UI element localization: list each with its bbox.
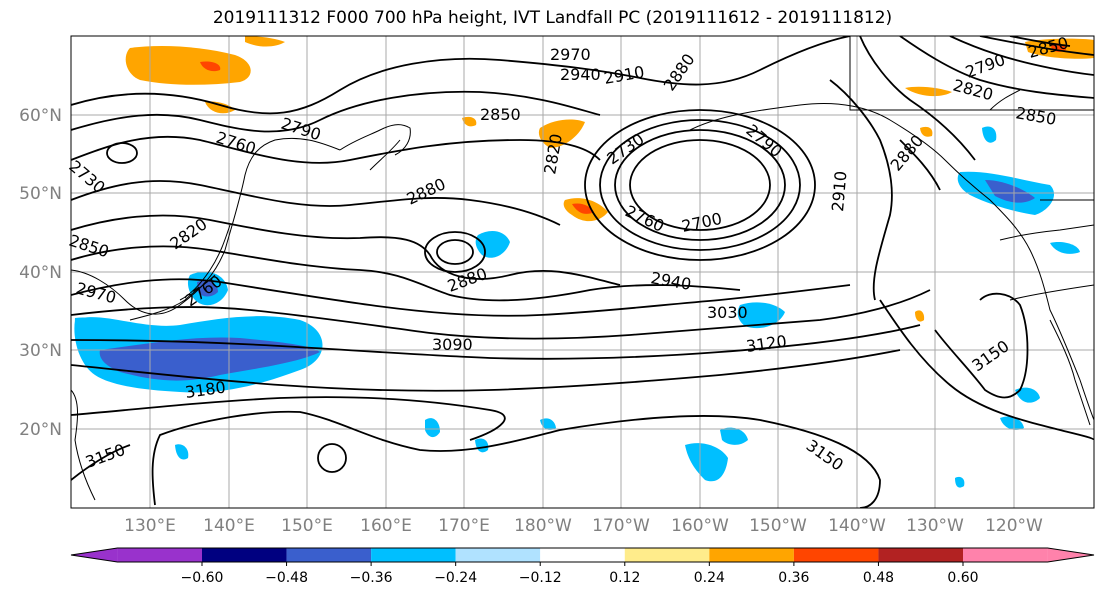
colorbar-segment xyxy=(793,548,879,562)
lat-label: 20°N xyxy=(19,420,62,440)
coastlines xyxy=(71,36,1094,501)
lon-label: 140°W xyxy=(828,516,886,536)
colorbar-tick-label: 0.12 xyxy=(609,570,640,586)
colorbar-extend-min xyxy=(71,548,118,562)
lon-label: 140°E xyxy=(203,516,255,536)
colorbar-segment xyxy=(878,548,963,562)
colorbar-segment xyxy=(286,548,372,562)
colorbar-segment xyxy=(624,548,710,562)
lon-label: 150°W xyxy=(749,516,807,536)
colorbar: −0.60 −0.48 −0.36 −0.24 −0.12 0.12 0.24 0.36 0.4… xyxy=(70,547,1095,586)
lat-label: 50°N xyxy=(19,184,62,204)
colorbar-tick-label: −0.12 xyxy=(519,570,562,586)
contour-label: 3030 xyxy=(707,303,748,322)
lon-label: 130°W xyxy=(906,516,964,536)
lon-label: 130°E xyxy=(124,516,176,536)
colorbar-segment xyxy=(117,548,202,562)
colorbar-extend-max xyxy=(1047,548,1094,562)
colorbar-segment xyxy=(540,548,625,562)
colorbar-segment xyxy=(455,548,541,562)
colorbar-outline xyxy=(70,547,1095,563)
height-contours xyxy=(71,36,1094,508)
colorbar-tick-label: 0.24 xyxy=(694,570,725,586)
colorbar-tick-label: 0.60 xyxy=(947,570,978,586)
lon-label: 160°W xyxy=(671,516,729,536)
contour-label: 2910 xyxy=(828,170,850,212)
colorbar-segment xyxy=(371,548,456,562)
latitude-labels: 60°N 50°N 40°N 30°N 20°N xyxy=(19,106,62,440)
contour-label: 2850 xyxy=(480,105,521,124)
colorbar-tick-label: −0.48 xyxy=(265,570,308,586)
contour-label: 3090 xyxy=(432,335,473,354)
colorbar-segments xyxy=(70,547,1095,563)
graticule xyxy=(71,36,1094,508)
lon-label: 160°E xyxy=(360,516,412,536)
lon-label: 180°W xyxy=(514,516,572,536)
lon-label: 170°E xyxy=(438,516,490,536)
longitude-labels: 130°E 140°E 150°E 160°E 170°E 180°W 170°… xyxy=(124,516,1043,536)
colorbar-segment xyxy=(202,548,287,562)
contour-label: 2970 xyxy=(550,45,591,64)
colorbar-ticks: −0.60 −0.48 −0.36 −0.24 −0.12 0.12 0.24 0.36 0.4… xyxy=(181,562,979,586)
colorbar-tick-label: −0.24 xyxy=(434,570,477,586)
colorbar-segment xyxy=(963,548,1048,562)
lon-label: 150°E xyxy=(281,516,333,536)
contour-label: 2940 xyxy=(560,65,601,84)
lat-label: 60°N xyxy=(19,106,62,126)
map-title: 2019111312 F000 700 hPa height, IVT Land… xyxy=(212,8,893,28)
colorbar-tick-label: 0.36 xyxy=(778,570,809,586)
colorbar-segment xyxy=(709,548,794,562)
lat-label: 40°N xyxy=(19,263,62,283)
lon-label: 170°W xyxy=(592,516,650,536)
colorbar-tick-label: 0.48 xyxy=(863,570,894,586)
colorbar-tick-label: −0.36 xyxy=(350,570,393,586)
lat-label: 30°N xyxy=(19,341,62,361)
lon-label: 120°W xyxy=(985,516,1043,536)
colorbar-tick-label: −0.60 xyxy=(181,570,224,586)
map-frame xyxy=(70,35,1095,509)
